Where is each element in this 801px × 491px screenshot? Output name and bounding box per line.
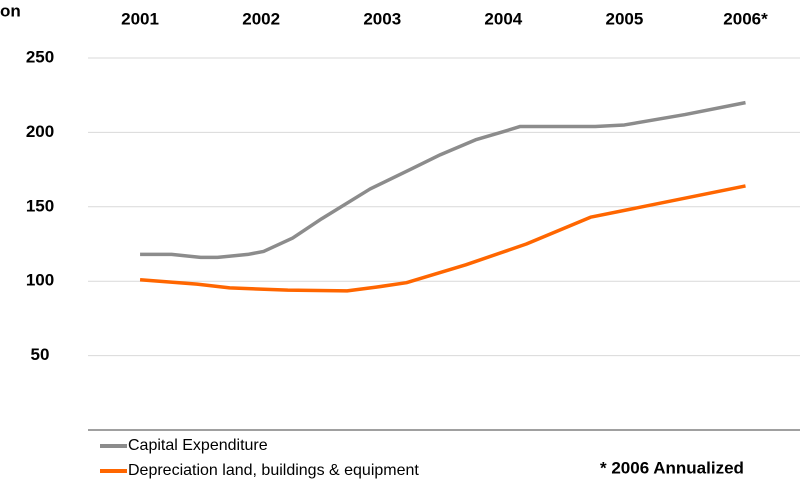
y-tick-label: 100 <box>26 271 54 290</box>
chart-title: on <box>0 1 21 20</box>
y-tick-label: 150 <box>26 196 54 215</box>
x-tick-label: 2006* <box>723 9 768 28</box>
x-tick-label: 2003 <box>363 9 401 28</box>
x-tick-label: 2005 <box>606 9 644 28</box>
x-tick-label: 2001 <box>121 9 159 28</box>
x-tick-label: 2002 <box>242 9 280 28</box>
line <box>139 184 746 293</box>
y-tick-label: 200 <box>26 122 54 141</box>
y-tick-label: 50 <box>31 345 50 364</box>
legend-label: Capital Expenditure <box>128 437 268 454</box>
annotation: * 2006 Annualized <box>600 458 744 477</box>
x-tick-label: 2004 <box>484 9 522 28</box>
legend-label: Depreciation land, buildings & equipment <box>128 462 419 479</box>
y-tick-label: 250 <box>26 47 54 66</box>
line <box>140 100 746 260</box>
